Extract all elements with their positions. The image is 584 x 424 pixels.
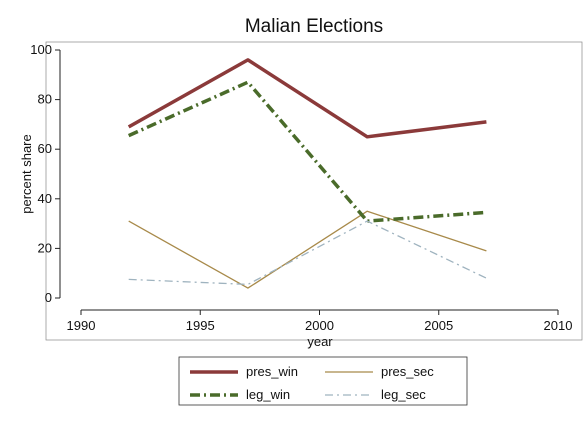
x-axis-label: year bbox=[307, 334, 333, 349]
y-tick-label: 60 bbox=[38, 141, 52, 156]
chart-title: Malian Elections bbox=[245, 16, 383, 37]
y-tick-label: 40 bbox=[38, 191, 52, 206]
legend-box bbox=[178, 356, 468, 406]
x-tick-label: 2000 bbox=[305, 318, 334, 333]
series-line-leg_win bbox=[127, 80, 487, 223]
legend-label-leg_win: leg_win bbox=[246, 387, 290, 402]
y-tick-label: 20 bbox=[38, 240, 52, 255]
y-tick-label: 100 bbox=[30, 42, 52, 57]
series-line-leg_sec bbox=[128, 220, 487, 286]
series-line-pres_sec bbox=[128, 210, 487, 289]
legend: pres_win pres_sec leg_win leg_sec bbox=[178, 356, 468, 406]
series-line-pres_win bbox=[127, 58, 487, 139]
legend-label-leg_sec: leg_sec bbox=[381, 387, 426, 402]
x-tick-label: 2010 bbox=[544, 318, 573, 333]
series-layer bbox=[127, 58, 487, 289]
x-tick-label: 1995 bbox=[186, 318, 215, 333]
legend-label-pres_win: pres_win bbox=[246, 364, 298, 379]
y-axis: 0 20 40 60 80 100 bbox=[30, 42, 61, 305]
y-axis-label: percent share bbox=[19, 134, 34, 214]
x-tick-label: 1990 bbox=[67, 318, 96, 333]
y-tick-label: 80 bbox=[38, 92, 52, 107]
x-axis: 1990 1995 2000 2005 2010 bbox=[67, 309, 573, 333]
legend-label-pres_sec: pres_sec bbox=[381, 364, 434, 379]
x-tick-label: 2005 bbox=[424, 318, 453, 333]
y-tick-label: 0 bbox=[45, 290, 52, 305]
plot-frame bbox=[45, 41, 583, 341]
